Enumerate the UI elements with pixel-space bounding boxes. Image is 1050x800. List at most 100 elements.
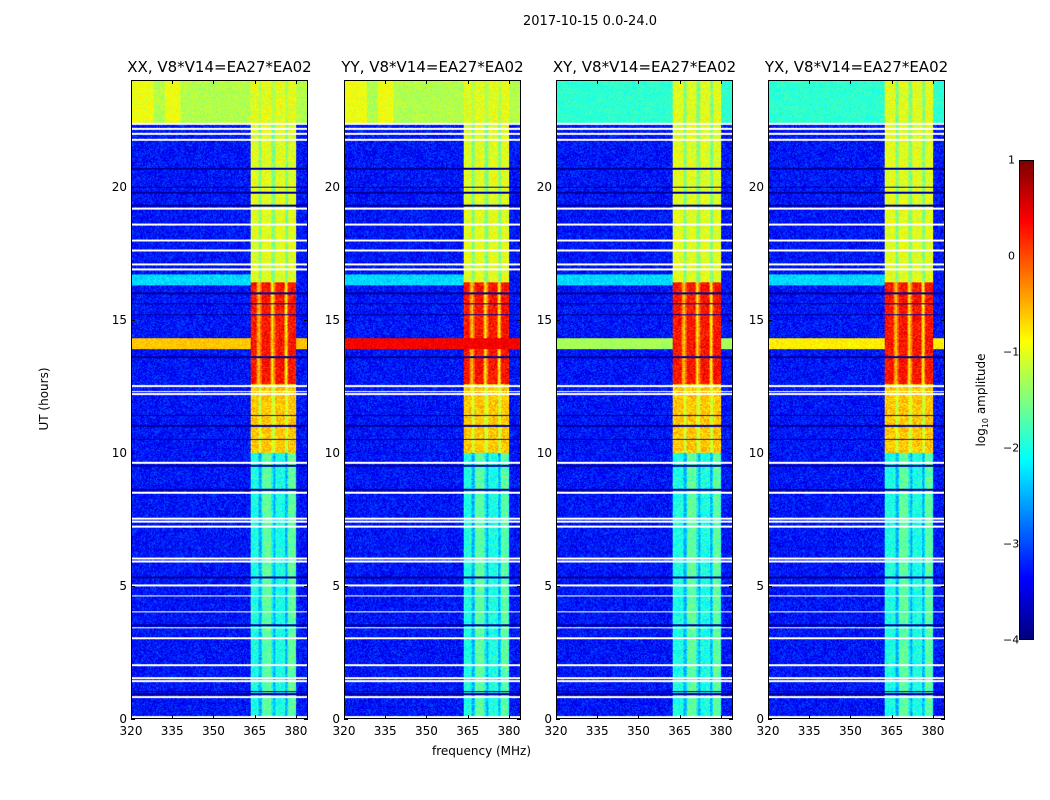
colorbar-tick-label: −1 <box>1003 345 1020 359</box>
x-tick-label: 365 <box>456 724 480 738</box>
colorbar-label: log10 amplitude <box>973 353 991 447</box>
x-tick-mark <box>809 80 811 84</box>
panel-title: XY, V8*V14=EA27*EA02 <box>552 58 737 76</box>
y-tick-label: 20 <box>748 179 764 194</box>
y-tick-mark <box>768 319 772 321</box>
x-tick-mark <box>426 80 428 84</box>
y-tick-mark <box>517 452 521 454</box>
y-tick-mark <box>517 585 521 587</box>
y-tick-mark <box>941 186 945 188</box>
x-tick-mark <box>172 80 174 84</box>
x-tick-mark <box>932 715 934 719</box>
x-tick-mark <box>768 715 769 719</box>
y-tick-label: 10 <box>324 445 340 460</box>
y-tick-label: 10 <box>111 445 127 460</box>
x-tick-mark <box>131 80 132 84</box>
x-tick-mark <box>131 715 132 719</box>
y-tick-mark <box>131 319 135 321</box>
colorbar-tick-label: 0 <box>1008 249 1015 263</box>
y-tick-label: 20 <box>324 179 340 194</box>
x-tick-mark <box>891 80 893 84</box>
y-tick-mark <box>304 452 308 454</box>
y-tick-mark <box>517 319 521 321</box>
x-tick-mark <box>426 715 428 719</box>
y-tick-mark <box>304 585 308 587</box>
y-axis-label: UT (hours) <box>37 367 51 431</box>
panel-yy: YY, V8*V14=EA27*EA02 320 335 350 365 380 0 5 10 1… <box>325 58 524 738</box>
y-tick-mark <box>556 585 560 587</box>
x-tick-mark <box>254 80 256 84</box>
y-tick-mark <box>304 319 308 321</box>
x-tick-label: 365 <box>880 724 904 738</box>
y-tick-mark <box>556 186 560 188</box>
x-tick-mark <box>172 715 174 719</box>
y-tick-mark <box>344 719 348 720</box>
y-tick-mark <box>941 452 945 454</box>
x-tick-mark <box>720 715 722 719</box>
colorbar-tick-label: −4 <box>1003 633 1020 647</box>
y-tick-mark <box>304 186 308 188</box>
x-tick-mark <box>467 80 469 84</box>
panel-title: XX, V8*V14=EA27*EA02 <box>127 58 312 76</box>
x-tick-mark <box>597 715 599 719</box>
x-tick-mark <box>344 80 345 84</box>
x-tick-mark <box>850 715 852 719</box>
y-tick-mark <box>768 452 772 454</box>
panel-yx: YX, V8*V14=EA27*EA02 320 335 350 365 380 0 5 10 1… <box>749 58 948 738</box>
x-axis-label: frequency (MHz) <box>432 744 532 758</box>
colorbar-tick-label: −2 <box>1003 441 1020 455</box>
y-tick-mark <box>131 719 135 720</box>
x-tick-mark <box>295 80 297 84</box>
y-tick-mark <box>729 186 733 188</box>
x-tick-mark <box>891 715 893 719</box>
x-tick-mark <box>597 80 599 84</box>
x-tick-label: 320 <box>332 724 356 738</box>
y-tick-mark <box>768 585 772 587</box>
x-tick-label: 320 <box>756 724 780 738</box>
y-tick-label: 15 <box>748 312 764 327</box>
x-tick-mark <box>850 80 852 84</box>
x-tick-mark <box>344 715 345 719</box>
y-tick-label: 0 <box>756 712 764 726</box>
x-tick-label: 335 <box>373 724 397 738</box>
panel-title: YX, V8*V14=EA27*EA02 <box>764 58 949 76</box>
x-tick-label: 380 <box>497 724 521 738</box>
y-tick-label: 20 <box>111 179 127 194</box>
x-tick-label: 335 <box>797 724 821 738</box>
x-tick-label: 350 <box>415 724 438 738</box>
colorbar-tick-label: −3 <box>1003 537 1020 551</box>
y-tick-label: 5 <box>756 578 764 593</box>
x-tick-label: 365 <box>243 724 267 738</box>
x-tick-label: 380 <box>284 724 308 738</box>
x-tick-label: 350 <box>202 724 225 738</box>
x-tick-mark <box>467 715 469 719</box>
x-tick-label: 380 <box>921 724 945 738</box>
x-tick-mark <box>932 80 934 84</box>
y-tick-mark <box>941 319 945 321</box>
y-tick-label: 5 <box>332 578 340 593</box>
y-tick-mark <box>556 452 560 454</box>
panel-xy: XY, V8*V14=EA27*EA02 320 335 350 365 380 0 5 10 1… <box>537 58 736 738</box>
y-tick-label: 5 <box>119 578 127 593</box>
y-tick-mark <box>768 719 772 720</box>
y-tick-label: 0 <box>544 712 552 726</box>
y-tick-mark <box>768 186 772 188</box>
x-tick-mark <box>768 80 769 84</box>
y-tick-mark <box>131 452 135 454</box>
y-tick-label: 0 <box>332 712 340 726</box>
y-tick-mark <box>556 719 560 720</box>
x-tick-mark <box>720 80 722 84</box>
x-tick-label: 335 <box>585 724 609 738</box>
x-tick-mark <box>213 80 215 84</box>
colorbar-tick-label: 1 <box>1008 153 1015 167</box>
heatmap-xx <box>131 80 308 719</box>
y-tick-mark <box>729 319 733 321</box>
x-tick-label: 350 <box>839 724 862 738</box>
x-tick-mark <box>508 715 510 719</box>
y-tick-label: 15 <box>324 312 340 327</box>
y-tick-mark <box>344 319 348 321</box>
x-tick-mark <box>254 715 256 719</box>
y-tick-mark <box>304 719 308 720</box>
y-tick-mark <box>131 186 135 188</box>
y-tick-mark <box>941 719 945 720</box>
